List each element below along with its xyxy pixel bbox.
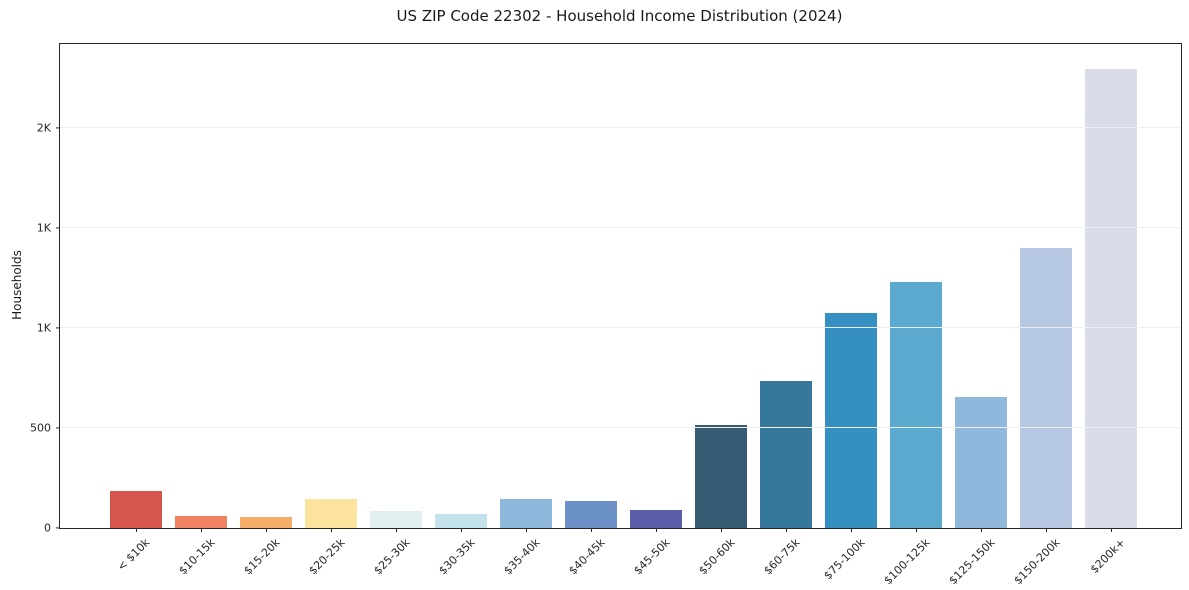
bar <box>369 511 422 528</box>
y-tick-mark <box>56 327 60 329</box>
x-tick-label: $10-15k <box>176 536 218 578</box>
x-tick-label: $150-200k <box>1011 536 1063 588</box>
y-tick-label: 2K <box>36 121 51 135</box>
x-tick-label: $30-35k <box>436 536 478 578</box>
x-tick-label: $75-100k <box>821 536 868 583</box>
bar-slot: $100-125k <box>882 44 948 587</box>
x-tick-label: $45-50k <box>631 536 673 578</box>
x-tick-mark <box>655 528 657 532</box>
x-tick-label: $20-25k <box>306 536 348 578</box>
y-tick-label: 1K <box>36 321 51 335</box>
bar <box>759 381 812 528</box>
bar <box>1084 69 1137 528</box>
bar <box>889 282 942 528</box>
bar-slot: $25-30k <box>363 44 428 577</box>
x-tick-mark <box>265 528 267 532</box>
bar-slot: $200k+ <box>1078 44 1143 576</box>
bar <box>954 397 1007 528</box>
bar-slot: $75-100k <box>818 44 883 582</box>
bar-slot: $30-35k <box>428 44 493 577</box>
bar-slot: $20-25k <box>298 44 363 577</box>
chart-title: US ZIP Code 22302 - Household Income Dis… <box>396 7 843 25</box>
bar <box>304 499 357 528</box>
gridline <box>60 327 1181 328</box>
gridline <box>60 127 1181 128</box>
bar <box>824 313 877 528</box>
x-tick-label: $35-40k <box>501 536 543 578</box>
bar-slot: $45-50k <box>623 44 688 577</box>
y-tick-mark <box>56 227 60 229</box>
bar <box>629 510 682 528</box>
y-tick-label: 500 <box>30 421 51 435</box>
y-tick-mark <box>56 427 60 429</box>
bar <box>499 499 552 528</box>
x-tick-mark <box>980 528 982 532</box>
x-tick-label: $15-20k <box>241 536 283 578</box>
bar <box>1019 248 1072 528</box>
y-tick-mark <box>56 127 60 129</box>
bar-slot: $15-20k <box>233 44 298 577</box>
bar <box>434 514 487 528</box>
bars-container: < $10k $10-15k $15-20k $20-25k $25-30k $30-35… <box>60 44 1181 587</box>
bar-slot: < $10k <box>103 44 168 574</box>
x-tick-label: < $10k <box>115 536 153 574</box>
x-tick-label: $60-75k <box>761 536 803 578</box>
x-tick-mark <box>525 528 527 532</box>
x-tick-mark <box>720 528 722 532</box>
bar-slot: $35-40k <box>493 44 558 577</box>
x-tick-mark <box>330 528 332 532</box>
bar-slot: $125-150k <box>947 44 1013 587</box>
bar <box>174 516 227 528</box>
y-axis-label: Households <box>10 250 24 320</box>
gridline <box>60 427 1181 428</box>
y-tick-label: 0 <box>44 521 51 535</box>
bar <box>694 425 747 528</box>
x-tick-mark <box>460 528 462 532</box>
bar-slot: $60-75k <box>753 44 818 577</box>
x-tick-mark <box>590 528 592 532</box>
x-tick-label: $40-45k <box>566 536 608 578</box>
bar <box>109 491 162 528</box>
x-tick-mark <box>135 528 137 532</box>
bar-slot: $150-200k <box>1012 44 1078 587</box>
bar-slot: $10-15k <box>168 44 233 577</box>
y-tick-mark <box>56 527 60 529</box>
x-tick-mark <box>1045 528 1047 532</box>
x-tick-mark <box>200 528 202 532</box>
plot-area: < $10k $10-15k $15-20k $20-25k $25-30k $30-35… <box>30 43 1182 587</box>
gridline <box>60 227 1181 228</box>
x-tick-mark <box>850 528 852 532</box>
bar <box>239 517 292 528</box>
x-tick-label: $100-125k <box>881 536 933 588</box>
x-tick-label: $200k+ <box>1087 536 1128 577</box>
x-tick-mark <box>785 528 787 532</box>
x-tick-label: $50-60k <box>696 536 738 578</box>
x-tick-mark <box>1110 528 1112 532</box>
x-tick-label: $125-150k <box>946 536 998 588</box>
x-tick-mark <box>915 528 917 532</box>
x-tick-mark <box>395 528 397 532</box>
bar-slot: $50-60k <box>688 44 753 577</box>
x-tick-label: $25-30k <box>371 536 413 578</box>
bar <box>564 501 617 528</box>
y-tick-label: 1K <box>36 221 51 235</box>
bar-slot: $40-45k <box>558 44 623 577</box>
